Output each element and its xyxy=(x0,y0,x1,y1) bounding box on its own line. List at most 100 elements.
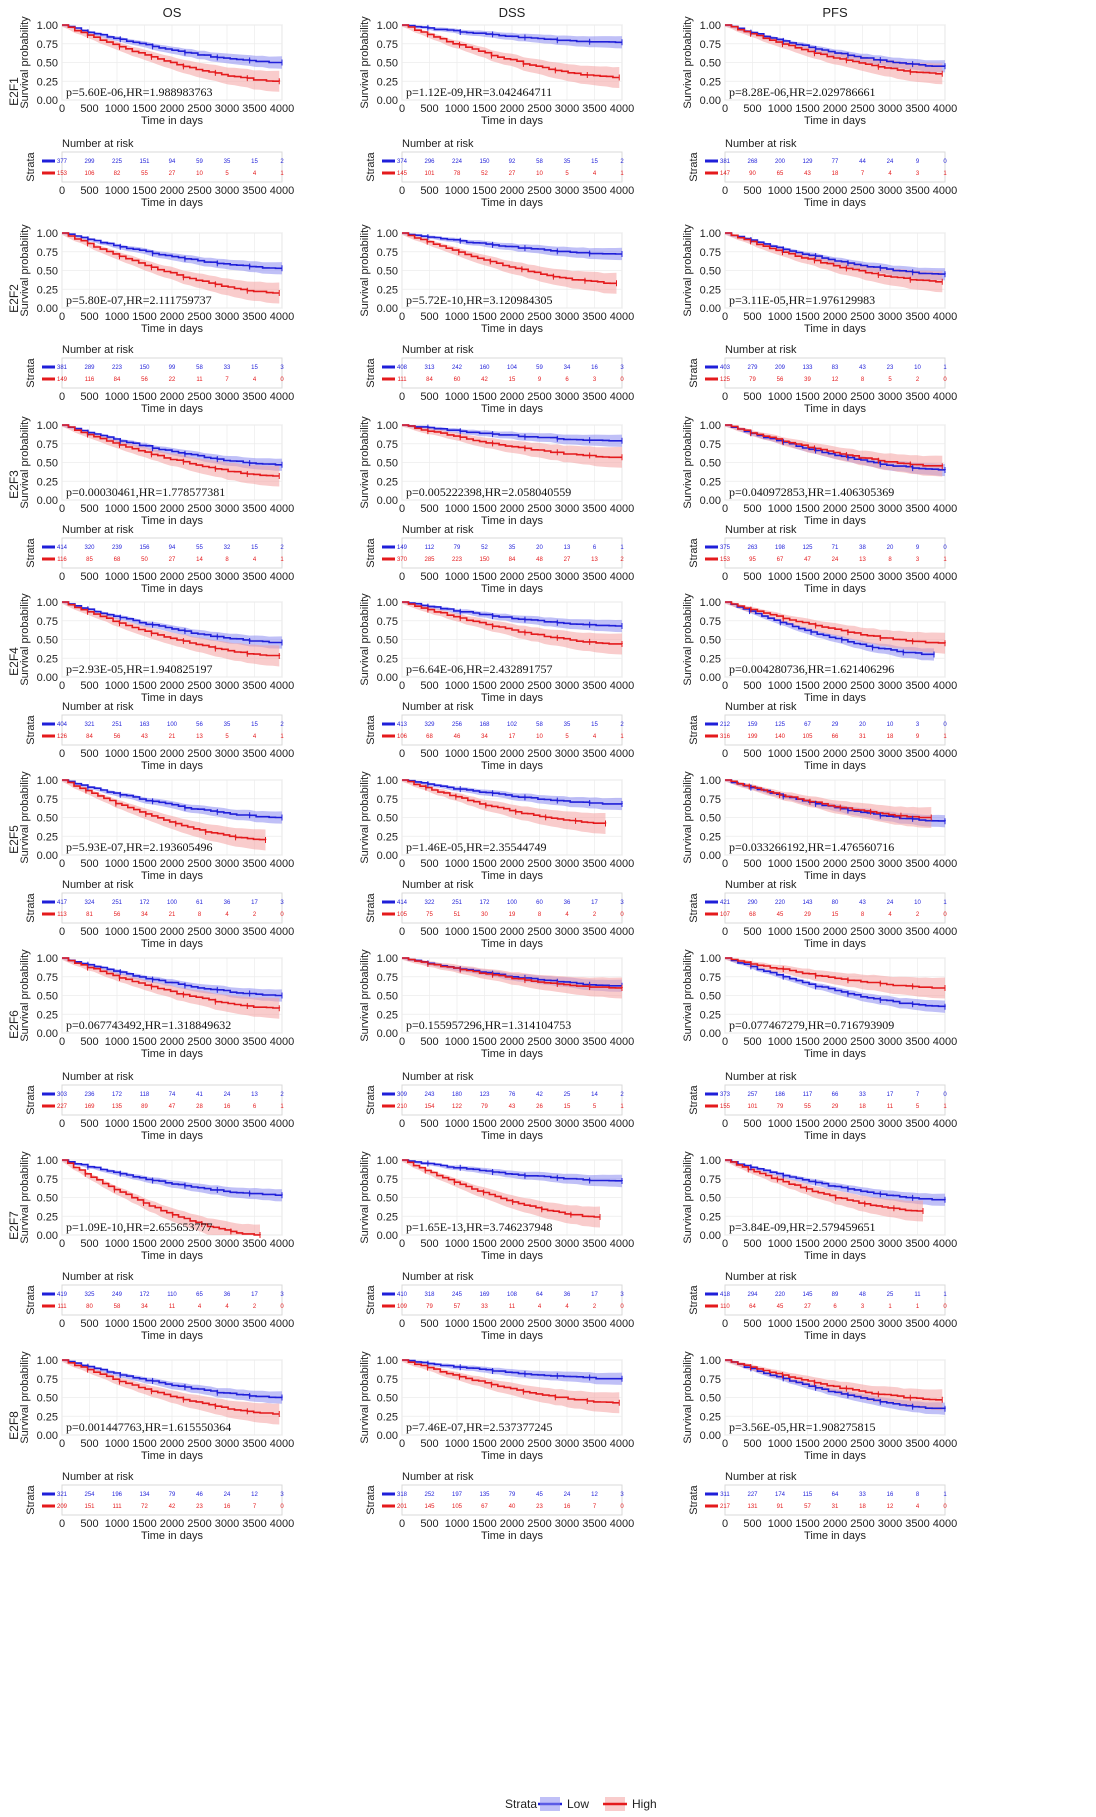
x-tick-label: 1500 xyxy=(795,103,819,115)
risk-count-high: 131 xyxy=(747,1504,758,1510)
x-tick-label: 2000 xyxy=(160,1238,184,1250)
risk-count-high: 0 xyxy=(620,1304,624,1310)
risk-x-tick-label: 2500 xyxy=(527,185,551,197)
risk-count-high: 27 xyxy=(564,557,571,563)
x-tick-label: 3000 xyxy=(555,1036,579,1048)
risk-count-low: 64 xyxy=(832,1492,839,1498)
risk-x-tick-label: 2000 xyxy=(160,185,184,197)
risk-count-low: 299 xyxy=(84,159,95,165)
y-tick-label: 0.25 xyxy=(377,476,398,488)
risk-x-tick-label: 4000 xyxy=(270,926,294,938)
risk-count-high: 1 xyxy=(888,1304,892,1310)
risk-strata-label: Strata xyxy=(365,892,377,922)
risk-x-tick-label: 1000 xyxy=(768,1518,792,1530)
km-panel-e2f1-pfs: 0.00 0.25 0.50 0.75 1.00 0 500 1000 1500 2000 2500… xyxy=(682,16,957,127)
risk-x-tick-label: 1500 xyxy=(795,1118,819,1130)
risk-x-tick-label: 1000 xyxy=(105,748,129,760)
risk-count-low: 197 xyxy=(452,1492,463,1498)
risk-x-tick-label: 1000 xyxy=(768,748,792,760)
x-tick-label: 4000 xyxy=(933,1238,957,1250)
p-value-annotation: p=0.001447763,HR=1.615550364 xyxy=(66,1420,231,1434)
risk-count-high: 13 xyxy=(859,557,866,563)
risk-count-low: 129 xyxy=(802,159,813,165)
risk-count-high: 90 xyxy=(749,171,756,177)
risk-count-low: 16 xyxy=(887,1492,894,1498)
risk-count-high: 106 xyxy=(84,171,95,177)
risk-x-tick-label: 1500 xyxy=(472,1318,496,1330)
risk-x-tick-label: 3000 xyxy=(555,748,579,760)
x-tick-label: 2500 xyxy=(850,858,874,870)
risk-count-low: 13 xyxy=(251,1092,258,1098)
risk-x-tick-label: 2500 xyxy=(527,391,551,403)
low-survival-curve xyxy=(725,957,946,1008)
risk-count-low: 2 xyxy=(620,722,624,728)
risk-x-tick-label: 2500 xyxy=(187,185,211,197)
x-tick-label: 1500 xyxy=(132,103,156,115)
y-tick-label: 0.50 xyxy=(37,813,58,825)
risk-count-high: 285 xyxy=(424,557,435,563)
legend-high-label: High xyxy=(632,1797,657,1811)
km-panel-e2f7-dss: 0.00 0.25 0.50 0.75 1.00 0 500 1000 1500 2000 2500… xyxy=(359,1151,634,1262)
x-tick-label: 1500 xyxy=(795,680,819,692)
x-tick-label: 3000 xyxy=(215,858,239,870)
y-tick-label: 0.00 xyxy=(700,495,721,507)
x-tick-label: 3000 xyxy=(215,680,239,692)
risk-count-low: 0 xyxy=(943,1092,947,1098)
risk-count-high: 105 xyxy=(452,1504,463,1510)
risk-x-tick-label: 3500 xyxy=(242,1318,266,1330)
risk-count-low: 296 xyxy=(424,159,435,165)
risk-count-low: 79 xyxy=(509,1492,516,1498)
risk-x-tick-label: 2000 xyxy=(823,571,847,583)
risk-count-high: 370 xyxy=(397,557,408,563)
high-survival-curve xyxy=(725,601,946,644)
risk-count-high: 34 xyxy=(141,912,148,918)
risk-count-high: 75 xyxy=(426,912,433,918)
risk-count-high: 4 xyxy=(916,1504,920,1510)
x-tick-label: 3000 xyxy=(555,680,579,692)
risk-table-area xyxy=(61,714,283,746)
risk-count-low: 33 xyxy=(224,365,231,371)
low-ci-band xyxy=(725,1160,945,1206)
risk-count-low: 172 xyxy=(139,1292,150,1298)
y-tick-label: 0.50 xyxy=(37,635,58,647)
x-tick-label: 1000 xyxy=(768,103,792,115)
y-tick-label: 0.50 xyxy=(37,1393,58,1405)
risk-x-tick-label: 1500 xyxy=(472,1518,496,1530)
risk-strata-label: Strata xyxy=(688,357,700,387)
risk-count-high: 210 xyxy=(397,1104,408,1110)
p-value-annotation: p=5.72E-10,HR=3.120984305 xyxy=(406,293,553,307)
risk-strata-label: Strata xyxy=(688,714,700,744)
risk-x-tick-label: 2500 xyxy=(850,185,874,197)
risk-count-high: 0 xyxy=(943,912,947,918)
x-tick-label: 500 xyxy=(420,311,438,323)
y-tick-label: 0.50 xyxy=(700,458,721,470)
risk-count-low: 200 xyxy=(775,159,786,165)
risk-count-high: 42 xyxy=(169,1504,176,1510)
risk-table-title: Number at risk xyxy=(402,701,474,713)
x-axis-title: Time in days xyxy=(804,1450,866,1462)
risk-count-low: 20 xyxy=(536,545,543,551)
risk-x-axis-title: Time in days xyxy=(804,1530,866,1542)
risk-count-high: 33 xyxy=(481,1304,488,1310)
risk-count-low: 414 xyxy=(57,545,68,551)
risk-x-tick-label: 1000 xyxy=(445,1118,469,1130)
risk-x-tick-label: 1500 xyxy=(795,1318,819,1330)
risk-count-high: 9 xyxy=(916,734,920,740)
y-axis-title: Survival probability xyxy=(682,771,694,864)
low-survival-curve xyxy=(62,424,282,466)
low-survival-curve xyxy=(62,24,282,64)
gene-label-e2f1: E2F1 xyxy=(7,77,21,106)
x-axis-title: Time in days xyxy=(481,1250,543,1262)
risk-x-tick-label: 4000 xyxy=(933,1318,957,1330)
low-survival-curve xyxy=(62,1159,283,1196)
risk-table-e2f7-dss: Number at risk Strata 410 318 245 169 108 64 36 1… xyxy=(365,1271,634,1342)
risk-x-tick-label: 2000 xyxy=(500,185,524,197)
risk-count-high: 0 xyxy=(620,377,624,383)
risk-count-low: 414 xyxy=(397,900,408,906)
high-survival-curve xyxy=(402,779,607,824)
x-tick-label: 2500 xyxy=(850,311,874,323)
risk-count-low: 254 xyxy=(84,1492,95,1498)
risk-x-axis-title: Time in days xyxy=(141,938,203,950)
